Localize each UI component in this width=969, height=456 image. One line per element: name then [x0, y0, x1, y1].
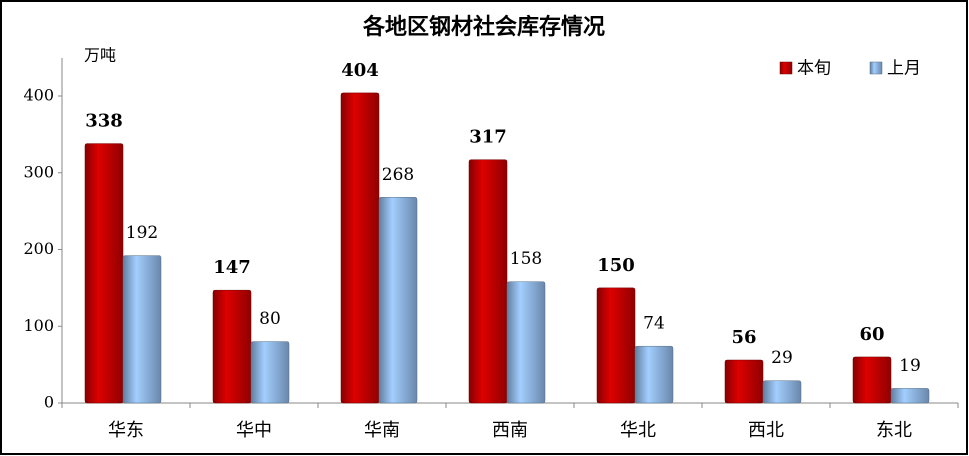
y-tick-label: 0 [44, 393, 54, 412]
bar [84, 143, 124, 404]
y-tick-label: 100 [23, 316, 54, 335]
data-label: 192 [126, 223, 158, 243]
bar [852, 356, 892, 404]
data-label: 147 [213, 257, 251, 278]
bar [724, 359, 764, 404]
bar [378, 197, 418, 404]
x-tick-label: 华中 [236, 420, 272, 441]
bar [122, 255, 162, 404]
x-tick-label: 华南 [364, 420, 400, 441]
y-tick-label: 300 [23, 162, 54, 181]
data-label: 338 [85, 111, 123, 132]
legend-label: 上月 [887, 59, 921, 79]
data-label: 56 [731, 327, 756, 348]
x-tick-label: 华北 [620, 420, 656, 441]
data-label: 317 [469, 127, 507, 148]
y-tick-label: 200 [23, 239, 54, 258]
data-label: 29 [771, 348, 793, 368]
bar [634, 345, 674, 404]
legend-swatch [869, 61, 883, 75]
data-label: 150 [597, 255, 635, 276]
bar [250, 341, 290, 404]
data-label: 404 [341, 60, 379, 81]
x-tick-label: 东北 [876, 420, 912, 441]
data-label: 74 [643, 314, 665, 334]
bar [890, 388, 930, 404]
x-tick-label: 西南 [492, 420, 528, 441]
y-axis-label: 万吨 [84, 46, 116, 65]
y-tick-label: 400 [23, 86, 54, 105]
bar [212, 289, 252, 404]
legend-label: 本旬 [797, 59, 831, 79]
data-label: 268 [382, 165, 414, 185]
bar [596, 287, 636, 404]
chart-title: 各地区钢材社会库存情况 [362, 14, 605, 40]
bar [506, 281, 546, 404]
bar [340, 92, 380, 404]
data-label: 19 [899, 356, 921, 376]
x-tick-label: 西北 [748, 420, 784, 441]
data-label: 60 [859, 324, 884, 345]
data-label: 158 [510, 249, 542, 269]
legend-swatch [779, 61, 793, 75]
data-label: 80 [259, 309, 281, 329]
x-tick-label: 华东 [108, 420, 144, 441]
bar [762, 380, 802, 404]
bar [468, 159, 508, 404]
